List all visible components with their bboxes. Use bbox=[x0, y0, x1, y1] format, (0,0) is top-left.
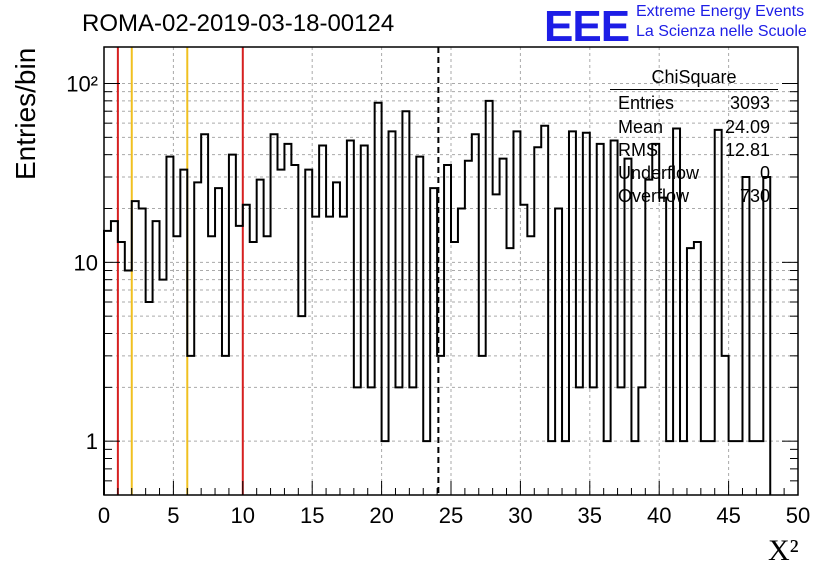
x-axis-label: X² bbox=[768, 534, 799, 567]
logo-caption-line2: La Scienza nelle Scuole bbox=[636, 23, 807, 40]
y-tick-label: 10 bbox=[74, 250, 98, 275]
stats-label: Underflow bbox=[618, 163, 700, 183]
y-axis-label: Entries/bin bbox=[10, 47, 41, 180]
stats-row-underflow: Underflow 0 bbox=[618, 163, 770, 185]
stats-value: 24.09 bbox=[724, 117, 770, 137]
x-tick-label: 40 bbox=[647, 503, 671, 528]
stats-row-mean: Mean 24.09 bbox=[618, 117, 770, 139]
y-tick-label: 10² bbox=[66, 72, 98, 97]
histogram-series bbox=[103, 99, 772, 495]
eee-logo: EEE bbox=[544, 2, 630, 51]
x-tick-label: 15 bbox=[300, 503, 324, 528]
x-tick-label: 0 bbox=[98, 503, 110, 528]
y-tick-labels: 1 10 10² bbox=[66, 72, 98, 455]
stats-label: Mean bbox=[618, 117, 664, 137]
stats-value: 3093 bbox=[729, 93, 770, 113]
logo-caption-line1: Extreme Energy Events bbox=[636, 3, 805, 20]
stats-row-rms: RMS 12.81 bbox=[618, 140, 770, 162]
stats-box: ChiSquare Entries 3093 Mean 24.09 RMS 12… bbox=[610, 67, 778, 213]
y-tick-label: 1 bbox=[86, 429, 98, 454]
x-tick-labels: 0 5 10 15 20 25 30 35 40 45 50 bbox=[98, 503, 810, 528]
stats-value: 0 bbox=[759, 163, 770, 183]
x-tick-label: 20 bbox=[369, 503, 393, 528]
chart-title: ROMA-02-2019-03-18-00124 bbox=[82, 10, 395, 37]
x-tick-label: 30 bbox=[508, 503, 532, 528]
stats-value: 12.81 bbox=[724, 140, 770, 160]
stats-row-entries: Entries 3093 bbox=[618, 93, 770, 115]
stats-label: RMS bbox=[618, 140, 658, 160]
stats-divider bbox=[610, 89, 778, 90]
x-tick-label: 50 bbox=[786, 503, 810, 528]
logo-caption: Extreme Energy Events La Scienza nelle S… bbox=[636, 2, 807, 42]
grid-lines bbox=[103, 47, 799, 495]
x-tick-label: 10 bbox=[231, 503, 255, 528]
x-tick-label: 25 bbox=[439, 503, 463, 528]
stats-label: Entries bbox=[618, 93, 675, 113]
x-tick-label: 5 bbox=[167, 503, 179, 528]
stats-row-overflow: Overflow 730 bbox=[618, 186, 770, 208]
stats-value: 730 bbox=[739, 186, 770, 206]
stats-title: ChiSquare bbox=[651, 67, 737, 87]
x-tick-label: 35 bbox=[578, 503, 602, 528]
stats-label: Overflow bbox=[618, 186, 690, 206]
x-tick-label: 45 bbox=[716, 503, 740, 528]
axis-ticks bbox=[103, 83, 799, 496]
